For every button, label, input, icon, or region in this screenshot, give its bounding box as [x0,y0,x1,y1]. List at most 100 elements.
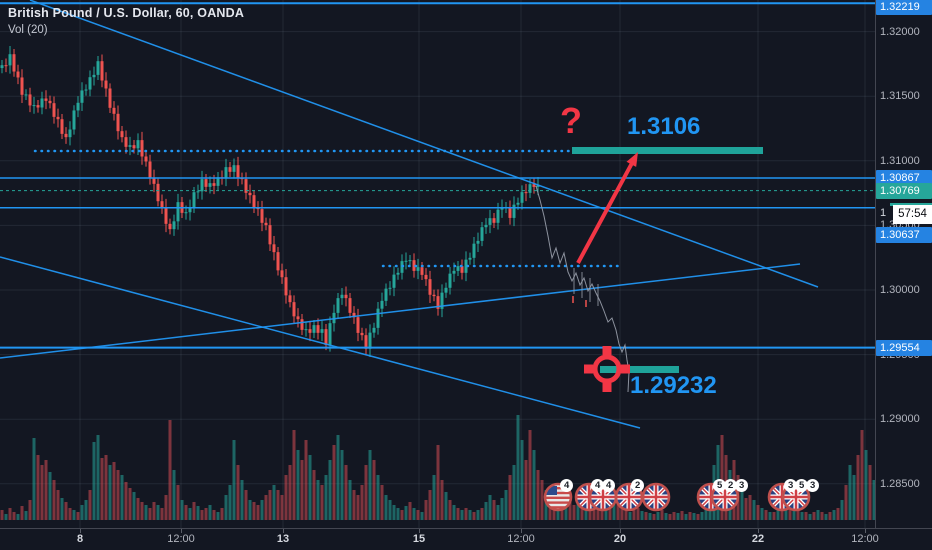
symbol-title[interactable]: British Pound / U.S. Dollar, 60, OANDA [8,6,245,20]
candle-body [148,161,152,178]
candle-body [336,298,340,313]
volume-bar [180,500,184,520]
economic-event-icon-uk[interactable] [641,482,671,512]
volume-bar [856,455,860,520]
candle-body [228,167,232,172]
time-axis-tick [283,529,284,533]
candle-body [232,165,236,172]
volume-bar [120,475,124,520]
candlestick-series[interactable] [0,45,540,358]
time-axis-tick [521,529,522,533]
volume-bar [764,510,768,520]
volume-bar [244,490,248,520]
time-axis-label: 15 [412,533,426,545]
candle-body [372,327,376,333]
upper-target-price-label[interactable]: 1.3106 [627,113,701,140]
candle-body [168,223,172,230]
candle-body [316,325,320,333]
trendlines[interactable] [0,0,819,429]
volume-bar [828,512,832,520]
trendline[interactable] [0,256,641,429]
volume-bar [656,512,660,520]
candle-body [272,244,276,253]
candle-body [84,89,88,91]
candle-body [324,329,328,345]
volume-bar [12,512,16,520]
trendline[interactable] [0,263,801,359]
volume-bar [440,480,444,520]
candle-body [428,279,432,295]
volume-bar [140,502,144,520]
volume-bar [56,490,60,520]
volume-bar [544,490,548,520]
volume-bar [780,505,784,520]
volume-bar [804,512,808,520]
candle-body [516,202,520,205]
candle-body [452,270,456,274]
candle-body [152,177,156,184]
price-axis-label: 1.31500 [880,90,920,103]
candle-body [536,185,540,187]
price-axis-border [875,0,876,528]
price-level-axis-label: 1.32219 [876,0,932,15]
event-count-badge: 4 [560,479,574,492]
volume-bar [64,502,68,520]
volume-bar [224,495,228,520]
candle-body [444,287,448,293]
candle-body [52,103,56,117]
price-level-axis-label: 1.30867 [876,169,932,186]
candle-body [108,88,112,108]
candle-body [312,325,316,333]
volume-bar [500,498,504,520]
price-level-lines[interactable] [0,2,875,349]
question-mark-annotation[interactable]: ? [560,100,582,141]
target-price-bar[interactable] [572,147,763,154]
volume-bar [96,435,100,520]
crosshair-arm [621,364,630,374]
volume-bar [328,460,332,520]
candle-body [32,105,36,107]
event-count-badge: 5 [713,479,727,492]
time-axis-label: 12:00 [851,533,879,545]
volume-bar [800,512,804,520]
up-arrow[interactable] [576,158,636,264]
candle-body [304,329,308,331]
candle-body [200,179,204,192]
current-price-partial: 1 [880,206,887,219]
volume-bar [336,435,340,520]
candle-body [164,207,168,224]
volume-bar [320,485,324,520]
volume-bar [496,505,500,520]
lower-target-price-label[interactable]: 1.29232 [630,372,717,399]
target-crosshair-icon[interactable] [584,346,630,392]
volume-bar [744,498,748,520]
projection-path[interactable] [535,185,630,393]
candle-body [64,133,68,138]
volume-bar [596,505,600,520]
candle-body [68,129,72,138]
volume-bar [392,505,396,520]
candle-body [208,183,212,187]
volume-bar [76,512,80,520]
trendline[interactable] [29,0,819,288]
bar-countdown-timer: 57:54 [893,204,932,224]
time-axis[interactable]: 8 12:00 13 15 12:00 20 22 12:00 [0,528,932,550]
volume-bar [768,512,772,520]
volume-bar [756,505,760,520]
volume-bar [740,490,744,520]
candle-body [496,209,500,223]
volume-bar [476,510,480,520]
price-axis[interactable]: 1.320001.315001.310001.305001.300001.295… [876,0,932,528]
candle-body [244,179,248,193]
volume-bar [364,465,368,520]
candle-body [20,77,24,95]
volume-indicator-label[interactable]: Vol (20) [8,24,48,36]
candle-body [204,179,208,187]
candle-body [4,65,8,67]
volume-bar [700,512,704,520]
volume-bar [672,512,676,520]
candle-body [184,212,188,214]
volume-bar [484,502,488,520]
target-price-bar[interactable] [600,366,679,373]
